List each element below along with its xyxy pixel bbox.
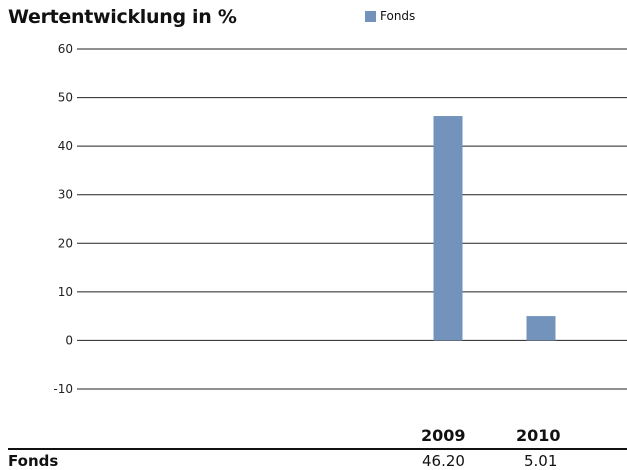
y-tick-label: 10 — [58, 285, 73, 299]
bar-2010 — [526, 316, 556, 341]
table-cell-2009: 46.20 — [422, 452, 465, 470]
chart-title: Wertentwicklung in % — [8, 6, 237, 28]
y-tick-label: 40 — [58, 139, 73, 153]
legend-label-fonds: Fonds — [380, 9, 416, 23]
y-axis-ticks: 60 50 40 30 20 10 0 -10 — [53, 42, 73, 396]
y-tick-label: 0 — [65, 333, 73, 347]
table-cell-2010: 5.01 — [524, 452, 558, 470]
table-header-2010: 2010 — [516, 426, 561, 445]
legend: Fonds — [365, 9, 415, 23]
y-tick-label: 50 — [58, 91, 73, 105]
table-divider — [8, 448, 627, 450]
chart-plot: 60 50 40 30 20 10 0 -10 — [53, 42, 627, 396]
gridlines — [77, 48, 627, 390]
y-tick-label: -10 — [53, 382, 73, 396]
y-tick-label: 30 — [58, 188, 73, 202]
bars — [433, 116, 556, 341]
y-tick-label: 60 — [58, 42, 73, 56]
bar-2009 — [433, 116, 463, 341]
legend-swatch-fonds — [365, 10, 376, 22]
y-tick-label: 20 — [58, 236, 73, 250]
table-header-2009: 2009 — [421, 426, 466, 445]
table-row-label: Fonds — [8, 452, 59, 470]
